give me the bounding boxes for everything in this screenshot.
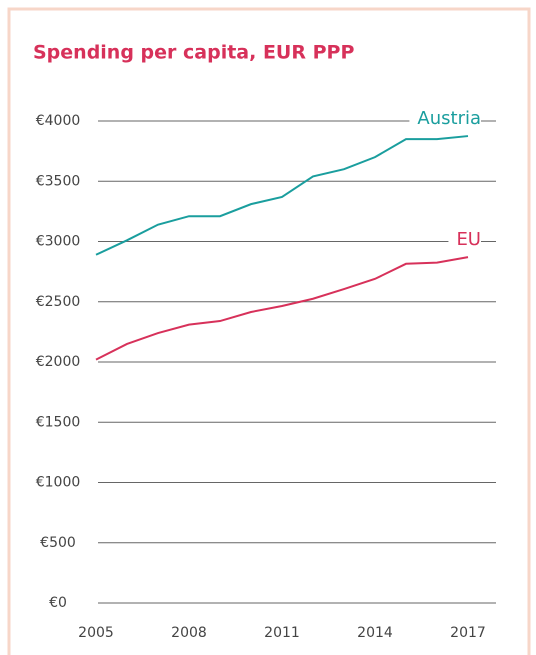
y-tick-label: €1500: [36, 414, 81, 430]
y-tick-label: €2000: [36, 354, 81, 370]
y-tick-label: €2500: [36, 294, 81, 310]
panel-border: [7, 7, 531, 655]
chart-title: Spending per capita, EUR PPP: [33, 42, 354, 64]
series-line: [95, 135, 469, 256]
y-tick-label: €0: [49, 595, 67, 611]
series-line: [95, 256, 469, 361]
x-tick-label: 2005: [78, 625, 114, 641]
y-tick-label: €3500: [36, 173, 81, 189]
series-label: Austria: [417, 108, 481, 129]
series-label: EU: [456, 229, 481, 250]
y-tick-label: €1000: [36, 475, 81, 491]
label-background: [448, 229, 481, 251]
x-tick-label: 2008: [171, 625, 207, 641]
x-tick-label: 2011: [264, 625, 300, 641]
x-tick-label: 2017: [450, 625, 486, 641]
label-background: [409, 108, 481, 130]
x-tick-label: 2014: [357, 625, 393, 641]
y-tick-label: €4000: [36, 113, 81, 129]
y-tick-label: €500: [40, 535, 76, 551]
y-tick-label: €3000: [36, 234, 81, 250]
